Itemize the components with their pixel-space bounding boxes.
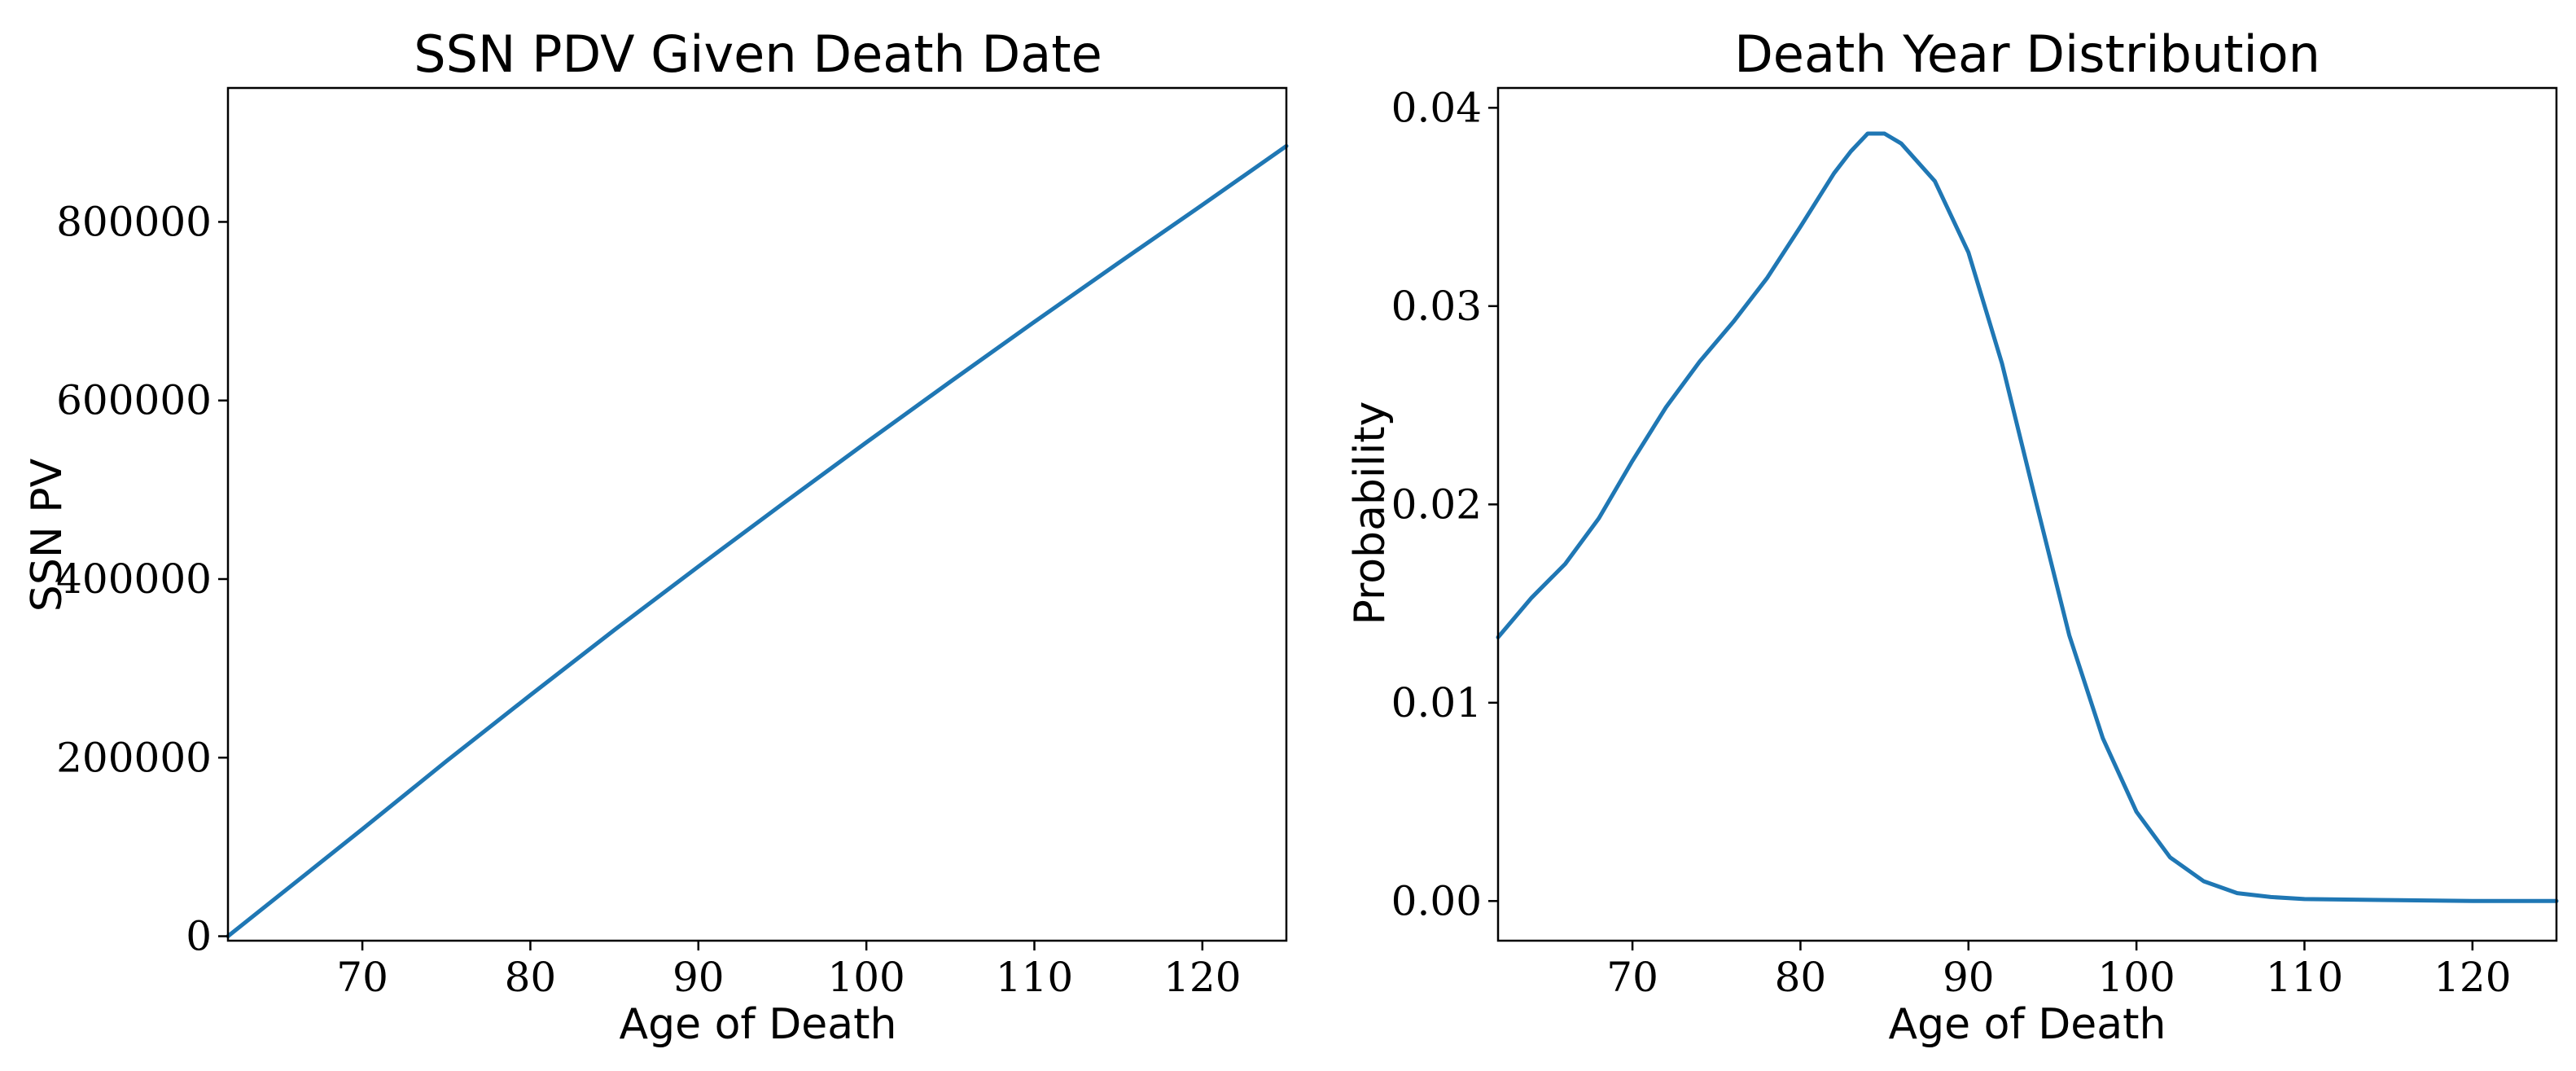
series-line-0 (1496, 131, 2559, 903)
x-tick-label: 120 (2434, 954, 2511, 1001)
y-tick-label: 0.02 (1391, 481, 1482, 528)
chart-ssn-pdv: SSN PDV Given Death Date Age of Death SS… (23, 24, 1289, 1049)
y-axis-label: SSN PV (23, 458, 72, 612)
plot-frame (1496, 86, 2558, 942)
x-tick-label: 110 (2266, 954, 2343, 1001)
y-tick-label: 400000 (56, 555, 212, 603)
x-tick-label: 100 (2097, 954, 2175, 1001)
series-line-0 (226, 143, 1289, 938)
chart-title: Death Year Distribution (1734, 24, 2320, 84)
y-tick-label: 600000 (56, 377, 212, 424)
x-tick-label: 80 (505, 954, 557, 1001)
y-tick-label: 0 (186, 913, 212, 960)
x-tick-label: 70 (1606, 954, 1658, 1001)
y-tick-label: 0.03 (1391, 283, 1482, 330)
x-tick-label: 100 (827, 954, 905, 1001)
x-tick-label: 90 (1943, 954, 1995, 1001)
y-tick-label: 200000 (56, 734, 212, 781)
x-tick-label: 120 (1163, 954, 1241, 1001)
chart-title: SSN PDV Given Death Date (414, 24, 1102, 84)
x-tick-label: 90 (672, 954, 725, 1001)
chart-death-year-distribution: Death Year Distribution Age of Death Pro… (1346, 24, 2559, 1049)
x-tick-label: 110 (996, 954, 1073, 1001)
x-axis-label: Age of Death (1889, 1000, 2166, 1049)
x-axis-label: Age of Death (620, 1000, 897, 1049)
y-tick-label: 0.04 (1391, 84, 1482, 131)
y-tick-label: 0.01 (1391, 679, 1482, 726)
y-axis-label: Probability (1346, 402, 1395, 625)
x-tick-label: 70 (336, 954, 388, 1001)
y-tick-label: 800000 (56, 198, 212, 245)
x-tick-label: 80 (1775, 954, 1827, 1001)
y-tick-label: 0.00 (1391, 877, 1482, 924)
plot-frame (226, 86, 1288, 942)
